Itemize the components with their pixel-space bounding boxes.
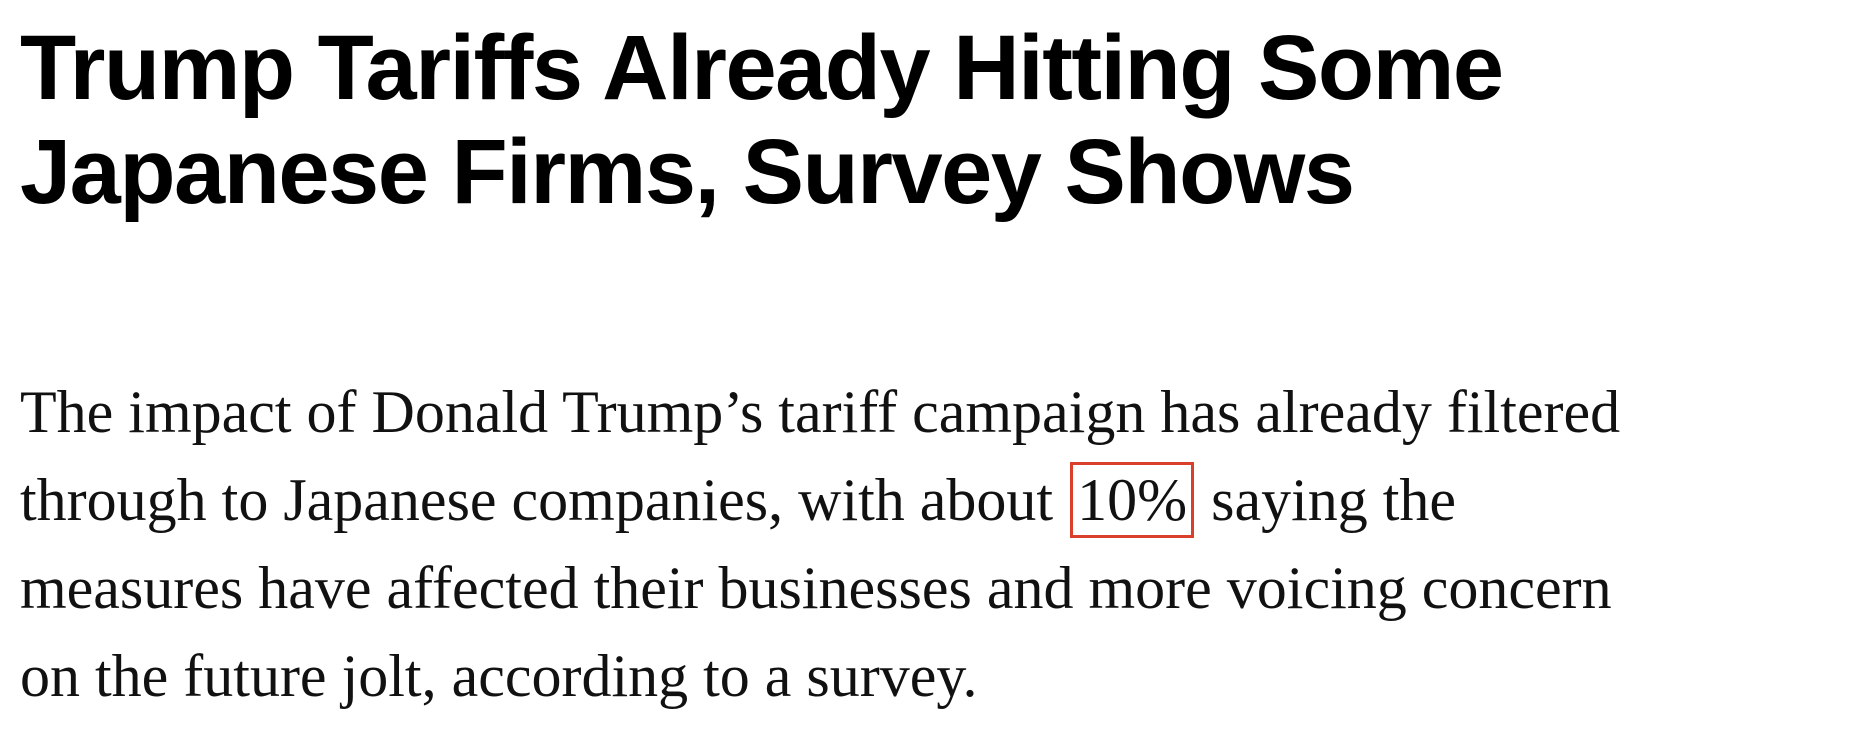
lede-line-2-before: through to Japanese companies, with abou…	[20, 467, 1069, 533]
headline-line-2: Japanese Firms, Survey Shows	[20, 121, 1355, 223]
highlighted-percentage: 10%	[1070, 462, 1195, 538]
lede-line-4: on the future jolt, according to a surve…	[20, 643, 978, 709]
lede-line-1: The impact of Donald Trump’s tariff camp…	[20, 379, 1621, 445]
headline-line-1: Trump Tariffs Already Hitting Some	[20, 17, 1504, 119]
lede-paragraph: The impact of Donald Trump’s tariff camp…	[20, 368, 1840, 720]
lede-line-2: through to Japanese companies, with abou…	[20, 456, 1840, 544]
headline: Trump Tariffs Already Hitting Some Japan…	[20, 0, 1820, 224]
lede-line-2-after: saying the	[1196, 467, 1457, 533]
lede-line-3: measures have affected their businesses …	[20, 555, 1612, 621]
article: Trump Tariffs Already Hitting Some Japan…	[20, 0, 1820, 709]
